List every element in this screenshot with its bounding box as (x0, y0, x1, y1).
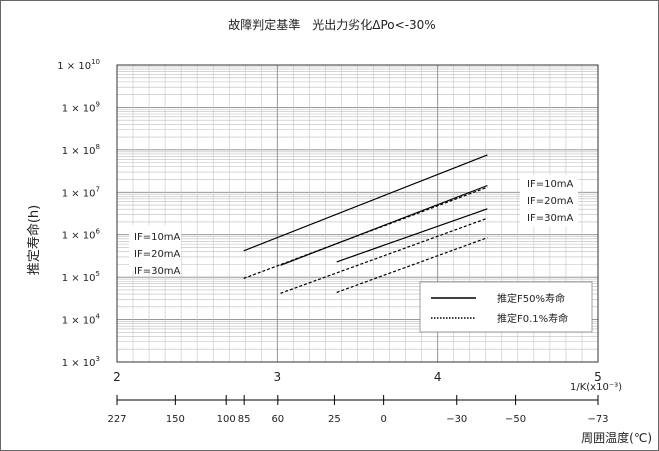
y-tick-label: 1 × 105 (62, 270, 100, 284)
temp-tick-label: 25 (328, 414, 341, 425)
plot-border (116, 64, 599, 363)
legend-f01-label: 推定F0.1%寿命 (497, 312, 568, 325)
y-axis-label: 推定寿命(h) (26, 205, 42, 275)
temp-tick-label: 60 (271, 414, 284, 425)
legend: 推定F50%寿命 推定F0.1%寿命 (419, 281, 593, 333)
series-line-F01-20ma (280, 217, 488, 294)
x-tick-label: 4 (434, 370, 442, 384)
x-tick-label: 3 (274, 370, 282, 384)
x-tick-label: 5 (594, 370, 602, 384)
left-label-10mA: IF=10mA (134, 232, 181, 243)
legend-f50-label: 推定F50%寿命 (497, 292, 565, 305)
right-label-30mA: IF=30mA (527, 213, 574, 224)
y-tick-label: 1 × 108 (62, 143, 100, 157)
series-lines (243, 154, 488, 294)
x-tick-label: 2 (113, 370, 121, 384)
temp-axis-label: 周囲温度(℃) (581, 430, 652, 445)
right-label-10mA: IF=10mA (527, 179, 574, 190)
temp-tick-label: 85 (238, 414, 251, 425)
y-tick-label: 1 × 104 (62, 313, 101, 327)
temp-tick-label: −73 (587, 414, 608, 425)
y-tick-label: 1 × 106 (62, 228, 101, 242)
y-tick-label: 1 × 107 (62, 185, 100, 199)
temp-tick-label: −30 (446, 414, 467, 425)
temp-tick-label: 227 (107, 414, 126, 425)
temp-tick-label: −50 (505, 414, 526, 425)
right-label-box (520, 175, 578, 227)
y-tick-labels: 1 × 103 1 × 104 1 × 105 1 × 106 1 × 107 1 × 1… (57, 58, 100, 369)
left-label-box (129, 225, 181, 271)
series-line-F01-10ma (243, 186, 488, 279)
series-line-F50-10ma (243, 154, 488, 252)
y-tick-label: 1 × 109 (62, 100, 100, 114)
series-line-F01-30ma (336, 237, 488, 293)
temp-tick-label: 100 (217, 414, 236, 425)
series-line-F50-30ma (336, 208, 488, 263)
left-label-20mA: IF=20mA (134, 249, 181, 260)
temperature-axis: 227 150 100 85 60 25 0 −30 −50 −73 (107, 395, 609, 425)
legend-box (419, 281, 593, 333)
temp-tick-label: 0 (380, 414, 386, 425)
y-tick-label: 1 × 1010 (57, 58, 100, 72)
x-axis-label: 1/K(x10⁻³) (570, 382, 622, 393)
y-tick-label: 1 × 103 (62, 355, 100, 369)
temp-tick-label: 150 (166, 414, 185, 425)
right-label-20mA: IF=20mA (527, 196, 574, 207)
x-tick-labels: 2 3 4 5 (113, 370, 602, 384)
chart-title: 故障判定基準 光出力劣化ΔPo<-30% (228, 17, 435, 32)
left-label-30mA: IF=30mA (134, 266, 181, 277)
